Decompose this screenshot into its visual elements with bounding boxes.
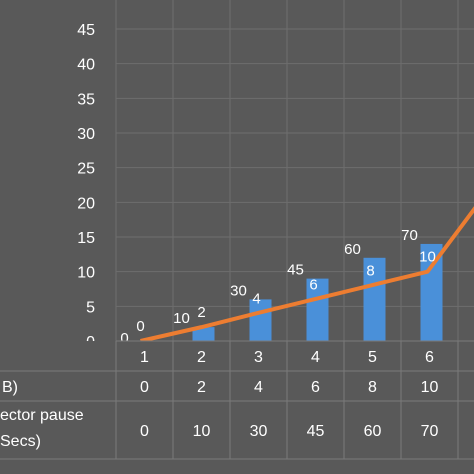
bar-label-3: 30 xyxy=(230,282,247,299)
data-labels: 0 2 4 6 8 10 0 10 30 45 60 70 xyxy=(120,227,436,347)
bar-2 xyxy=(192,327,215,341)
y-tick-25: 25 xyxy=(77,161,95,178)
bar-series xyxy=(192,243,443,341)
bar-label-5: 60 xyxy=(344,241,361,258)
y-tick-45: 45 xyxy=(77,22,95,39)
y-tick-5: 5 xyxy=(86,299,95,316)
bar-4 xyxy=(306,278,329,341)
y-tick-20: 20 xyxy=(77,195,95,212)
y-tick-35: 35 xyxy=(77,91,95,108)
row2-cell-5: 70 xyxy=(421,423,439,440)
bar-label-6: 70 xyxy=(401,227,418,244)
row-label-0: B) xyxy=(2,379,18,396)
bar-label-2: 10 xyxy=(173,310,190,327)
bar-5 xyxy=(363,257,386,341)
row1-cell-0: 0 xyxy=(140,379,149,396)
line-series xyxy=(140,206,474,343)
row2-cell-3: 45 xyxy=(307,423,325,440)
line-label-4: 6 xyxy=(309,276,317,293)
table-bg xyxy=(0,341,474,474)
line-label-1: 0 xyxy=(136,318,144,335)
line-label-5: 8 xyxy=(366,263,374,280)
category-1: 1 xyxy=(140,349,149,366)
gridlines xyxy=(115,0,474,342)
row2-cell-1: 10 xyxy=(193,423,211,440)
y-axis-tick-labels: 051015202530354045 xyxy=(77,22,95,351)
data-table: 1234560246810010304560701B)ector pauseSe… xyxy=(0,340,474,474)
row-label-2: Secs) xyxy=(0,433,41,450)
y-tick-30: 30 xyxy=(77,126,95,143)
bar-label-1: 0 xyxy=(120,330,128,347)
line-label-6: 10 xyxy=(419,249,436,266)
line-label-2: 2 xyxy=(197,304,205,321)
y-tick-40: 40 xyxy=(77,57,95,74)
row1-cell-3: 6 xyxy=(311,379,320,396)
category-4: 4 xyxy=(311,349,320,366)
row1-cell-5: 10 xyxy=(421,379,439,396)
row-label-1: ector pause xyxy=(0,407,84,424)
row1-cell-4: 8 xyxy=(368,379,377,396)
row2-cell-2: 30 xyxy=(250,423,268,440)
bar-6 xyxy=(420,243,443,341)
row1-cell-1: 2 xyxy=(197,379,206,396)
category-3: 3 xyxy=(254,349,263,366)
category-2: 2 xyxy=(197,349,206,366)
bar-label-4: 45 xyxy=(287,262,304,279)
category-5: 5 xyxy=(368,349,377,366)
row2-cell-0: 0 xyxy=(140,423,149,440)
row2-cell-4: 60 xyxy=(364,423,382,440)
row1-cell-2: 4 xyxy=(254,379,263,396)
y-tick-10: 10 xyxy=(77,265,95,282)
category-6: 6 xyxy=(425,349,434,366)
line-label-3: 4 xyxy=(252,290,260,307)
y-tick-15: 15 xyxy=(77,230,95,247)
